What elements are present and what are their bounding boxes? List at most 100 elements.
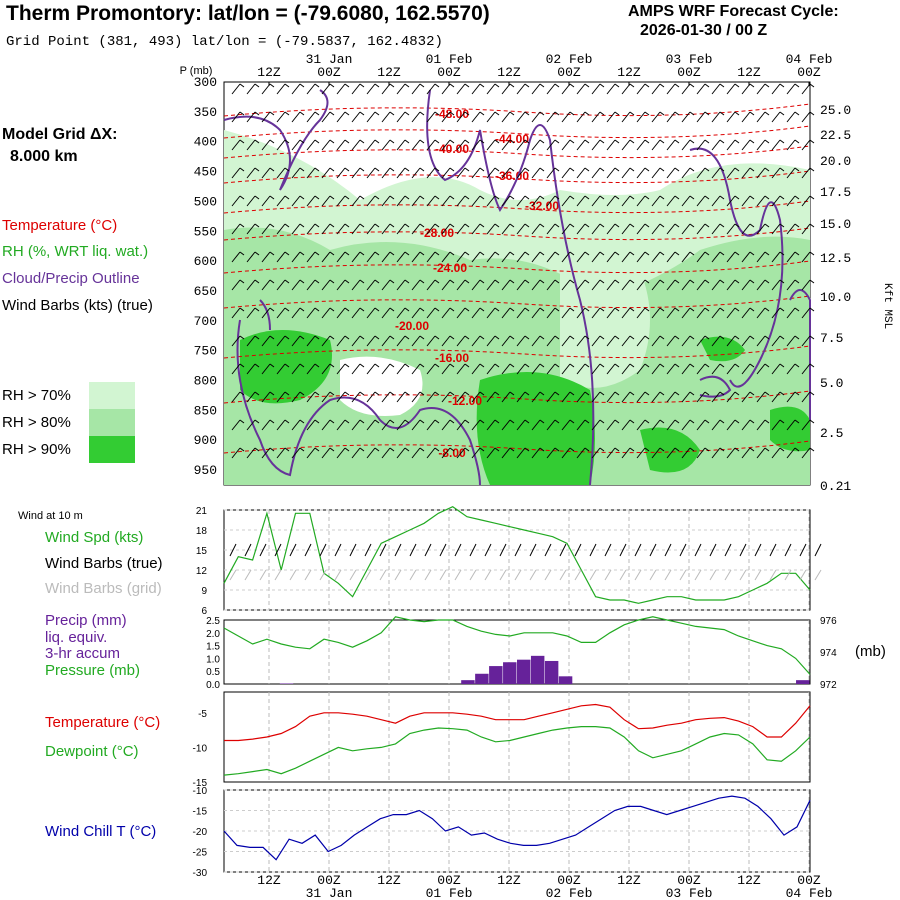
wind-barb (246, 279, 260, 291)
surface-grid-barb-21 (544, 569, 552, 581)
surface-wind-barb-21 (544, 543, 552, 557)
legend-wind-barbs-true: Wind Barbs (true) (45, 555, 163, 572)
wind-barb (276, 391, 290, 403)
wind-barb (381, 391, 395, 403)
surface-wind-barb-34 (739, 543, 747, 557)
bottom-time-tick-4: 12Z (497, 873, 521, 888)
surface-wind-barb-37 (784, 543, 792, 557)
wind-barb (441, 307, 455, 319)
wind-barb (516, 139, 530, 151)
wind-barb (486, 391, 500, 403)
wind-barb (531, 251, 545, 263)
legend-precip-liq: liq. equiv. (45, 629, 108, 646)
legend-precip: Precip (mm) (45, 612, 127, 629)
precip-bar-24 (558, 676, 573, 684)
wind-barb (351, 335, 365, 347)
wind-barb (681, 279, 695, 291)
temp-dewpoint-panel: -5 -10 -15 (193, 691, 811, 789)
temperature-line (224, 703, 811, 742)
windchill-line (223, 795, 811, 861)
wind-barb (456, 83, 470, 95)
wind-barb (381, 279, 395, 291)
wind-barb (741, 279, 755, 291)
wind-barb (666, 363, 680, 375)
wind-barb (291, 391, 305, 403)
wind-barb (546, 83, 560, 95)
wind-barb (246, 111, 260, 123)
cross-section-panel: -48.00-44.00-40.00-36.00-32.00-28.00-24.… (180, 52, 893, 494)
surface-wind-barb-12 (409, 543, 417, 557)
wind-barb (486, 447, 500, 459)
wind-barb (426, 251, 440, 263)
pressure-line (223, 616, 811, 675)
wind-barb (426, 307, 440, 319)
wind-barb (291, 419, 305, 431)
temperature-contour-label-6: -24.00 (433, 261, 467, 275)
wind-barb (606, 391, 620, 403)
wind-barb (561, 363, 575, 375)
surface-wind-barb-35 (754, 543, 762, 557)
wind-barb (621, 335, 635, 347)
wind-barb (561, 223, 575, 235)
wind-barb (486, 195, 500, 207)
wind-barb (621, 139, 635, 151)
wind-barb (231, 223, 245, 235)
legend-pressure: Pressure (mb) (45, 662, 141, 679)
wind-barb (396, 251, 410, 263)
wind-barb (396, 167, 410, 179)
wind-barb (501, 307, 515, 319)
dewpoint-line (223, 725, 811, 776)
wind-barb (771, 195, 785, 207)
wind-barb (756, 363, 770, 375)
temperature-contour-7 (223, 295, 811, 309)
wind-barb (381, 419, 395, 431)
wind-barb (381, 167, 395, 179)
surface-grid-barb-30 (679, 569, 687, 581)
wind-barb (786, 447, 800, 459)
wind-barb (351, 167, 365, 179)
temp-ytick-0: -5 (198, 709, 207, 720)
rh-region-7 (770, 406, 810, 452)
wind-barb (231, 139, 245, 151)
wind-barb (606, 111, 620, 123)
wind-barb (246, 307, 260, 319)
wind-barb (666, 83, 680, 95)
wind-barb (561, 111, 575, 123)
wind-barb (426, 363, 440, 375)
wind-barb (231, 111, 245, 123)
wind-barb (366, 391, 380, 403)
wind-barb (426, 391, 440, 403)
wind-barb (336, 195, 350, 207)
wind-barb (546, 223, 560, 235)
wind-barb (651, 139, 665, 151)
wind-barb (336, 167, 350, 179)
wind-barb (336, 279, 350, 291)
wind-barb (681, 167, 695, 179)
wind-barb (711, 363, 725, 375)
wind-barb (441, 279, 455, 291)
wind-barb (426, 195, 440, 207)
wind-barb (741, 447, 755, 459)
wind-ytick-1: 18 (196, 526, 208, 537)
top-time-tick-5: 00Z (557, 65, 581, 80)
bottom-time-tick-6: 12Z (617, 873, 641, 888)
wind-barb (396, 335, 410, 347)
wind-barb (591, 195, 605, 207)
wind-barb (696, 223, 710, 235)
wind-barb (801, 251, 815, 263)
pressure-axis-label: P (mb) (180, 65, 213, 77)
wind-barb (726, 391, 740, 403)
precip-bar-41 (796, 680, 810, 684)
wind-barb (456, 139, 470, 151)
temperature-contour-1 (223, 125, 811, 139)
wind-barb (546, 251, 560, 263)
wind-barb (726, 111, 740, 123)
wind-barb (516, 195, 530, 207)
surface-wind-barb-27 (634, 543, 642, 557)
wind-barb (276, 195, 290, 207)
pressure-unit: (mb) (855, 643, 886, 660)
wind-barb (741, 335, 755, 347)
wind-barb (696, 195, 710, 207)
wind-barb (756, 139, 770, 151)
wind-barb (711, 195, 725, 207)
